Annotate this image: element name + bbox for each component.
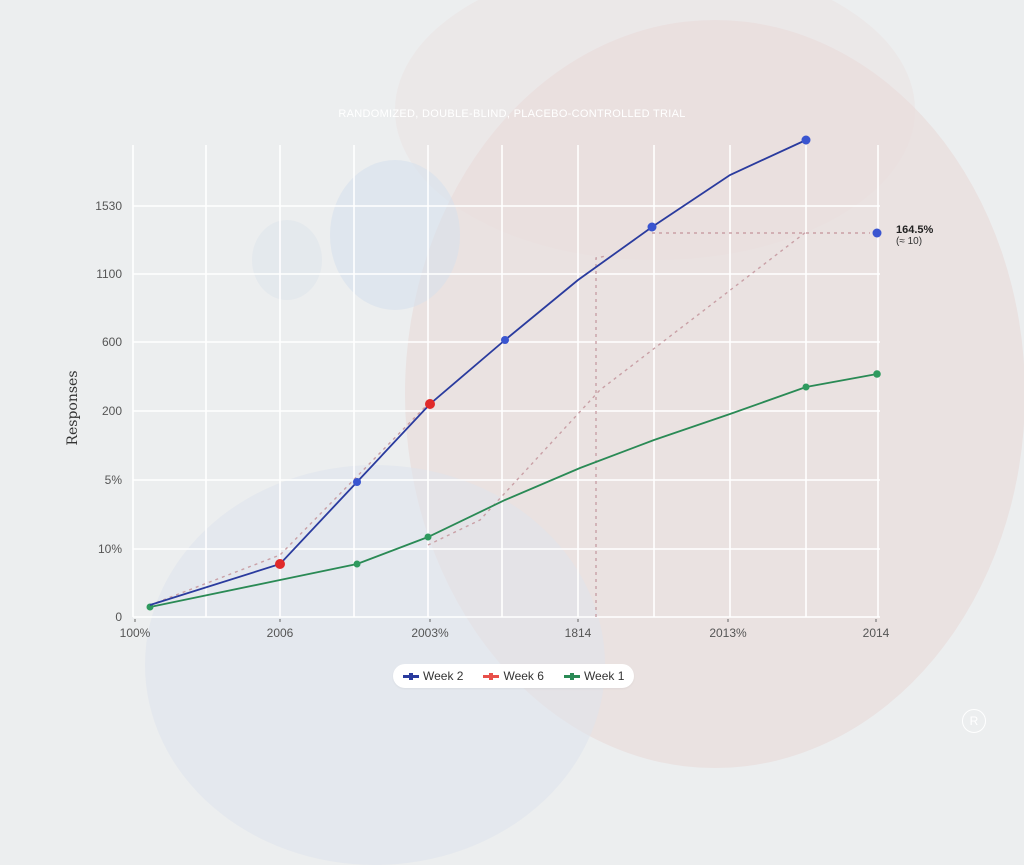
gridlines bbox=[132, 145, 880, 618]
y-tick-label: 200 bbox=[101, 404, 122, 418]
y-axis-label: Responses bbox=[65, 370, 81, 446]
data-annotation: 164.5% (≈ 10) bbox=[896, 224, 933, 248]
x-tick-label: 1814 bbox=[564, 626, 592, 640]
annotated-point bbox=[872, 228, 882, 238]
legend-item-week-1[interactable]: Week 1 bbox=[563, 669, 625, 683]
legend-swatch-icon bbox=[403, 672, 419, 680]
chart-plot bbox=[132, 135, 882, 622]
legend-item-week-6[interactable]: Week 6 bbox=[483, 669, 544, 683]
x-tick-label: 2013% bbox=[709, 626, 747, 640]
legend-item-week-2[interactable]: Week 2 bbox=[403, 669, 463, 683]
legend-label: Week 2 bbox=[423, 669, 464, 683]
x-tick-label: 2006 bbox=[266, 626, 294, 640]
legend-label: Week 6 bbox=[503, 669, 544, 683]
y-tick-label: 600 bbox=[101, 335, 122, 349]
series-week-6 bbox=[275, 399, 435, 569]
reference-dotted-lines bbox=[149, 231, 870, 617]
chart-title: RANDOMIZED, DOUBLE-BLIND, PLACEBO-CONTRO… bbox=[338, 108, 686, 120]
annotation-value: 164.5% bbox=[896, 224, 934, 236]
y-tick-label: 1100 bbox=[96, 267, 122, 281]
legend-swatch-icon bbox=[563, 672, 580, 680]
y-tick-label: 10% bbox=[97, 542, 122, 556]
y-tick-label: 1530 bbox=[95, 199, 122, 213]
x-tick-label: 100% bbox=[119, 626, 151, 640]
x-tick-label: 2003% bbox=[411, 626, 449, 640]
series-week-1 bbox=[146, 370, 881, 611]
legend-swatch-icon bbox=[483, 672, 500, 680]
chart-legend: Week 2 Week 6 Week 1 bbox=[393, 664, 635, 688]
annotation-subvalue: (≈ 10) bbox=[896, 236, 923, 247]
legend-label: Week 1 bbox=[583, 669, 625, 683]
series-week-2 bbox=[149, 135, 882, 606]
y-tick-label: 5% bbox=[104, 473, 122, 487]
y-tick-label: 0 bbox=[115, 610, 122, 624]
x-tick-label: 2014 bbox=[862, 626, 890, 640]
watermark-logo-icon: R bbox=[962, 709, 986, 733]
